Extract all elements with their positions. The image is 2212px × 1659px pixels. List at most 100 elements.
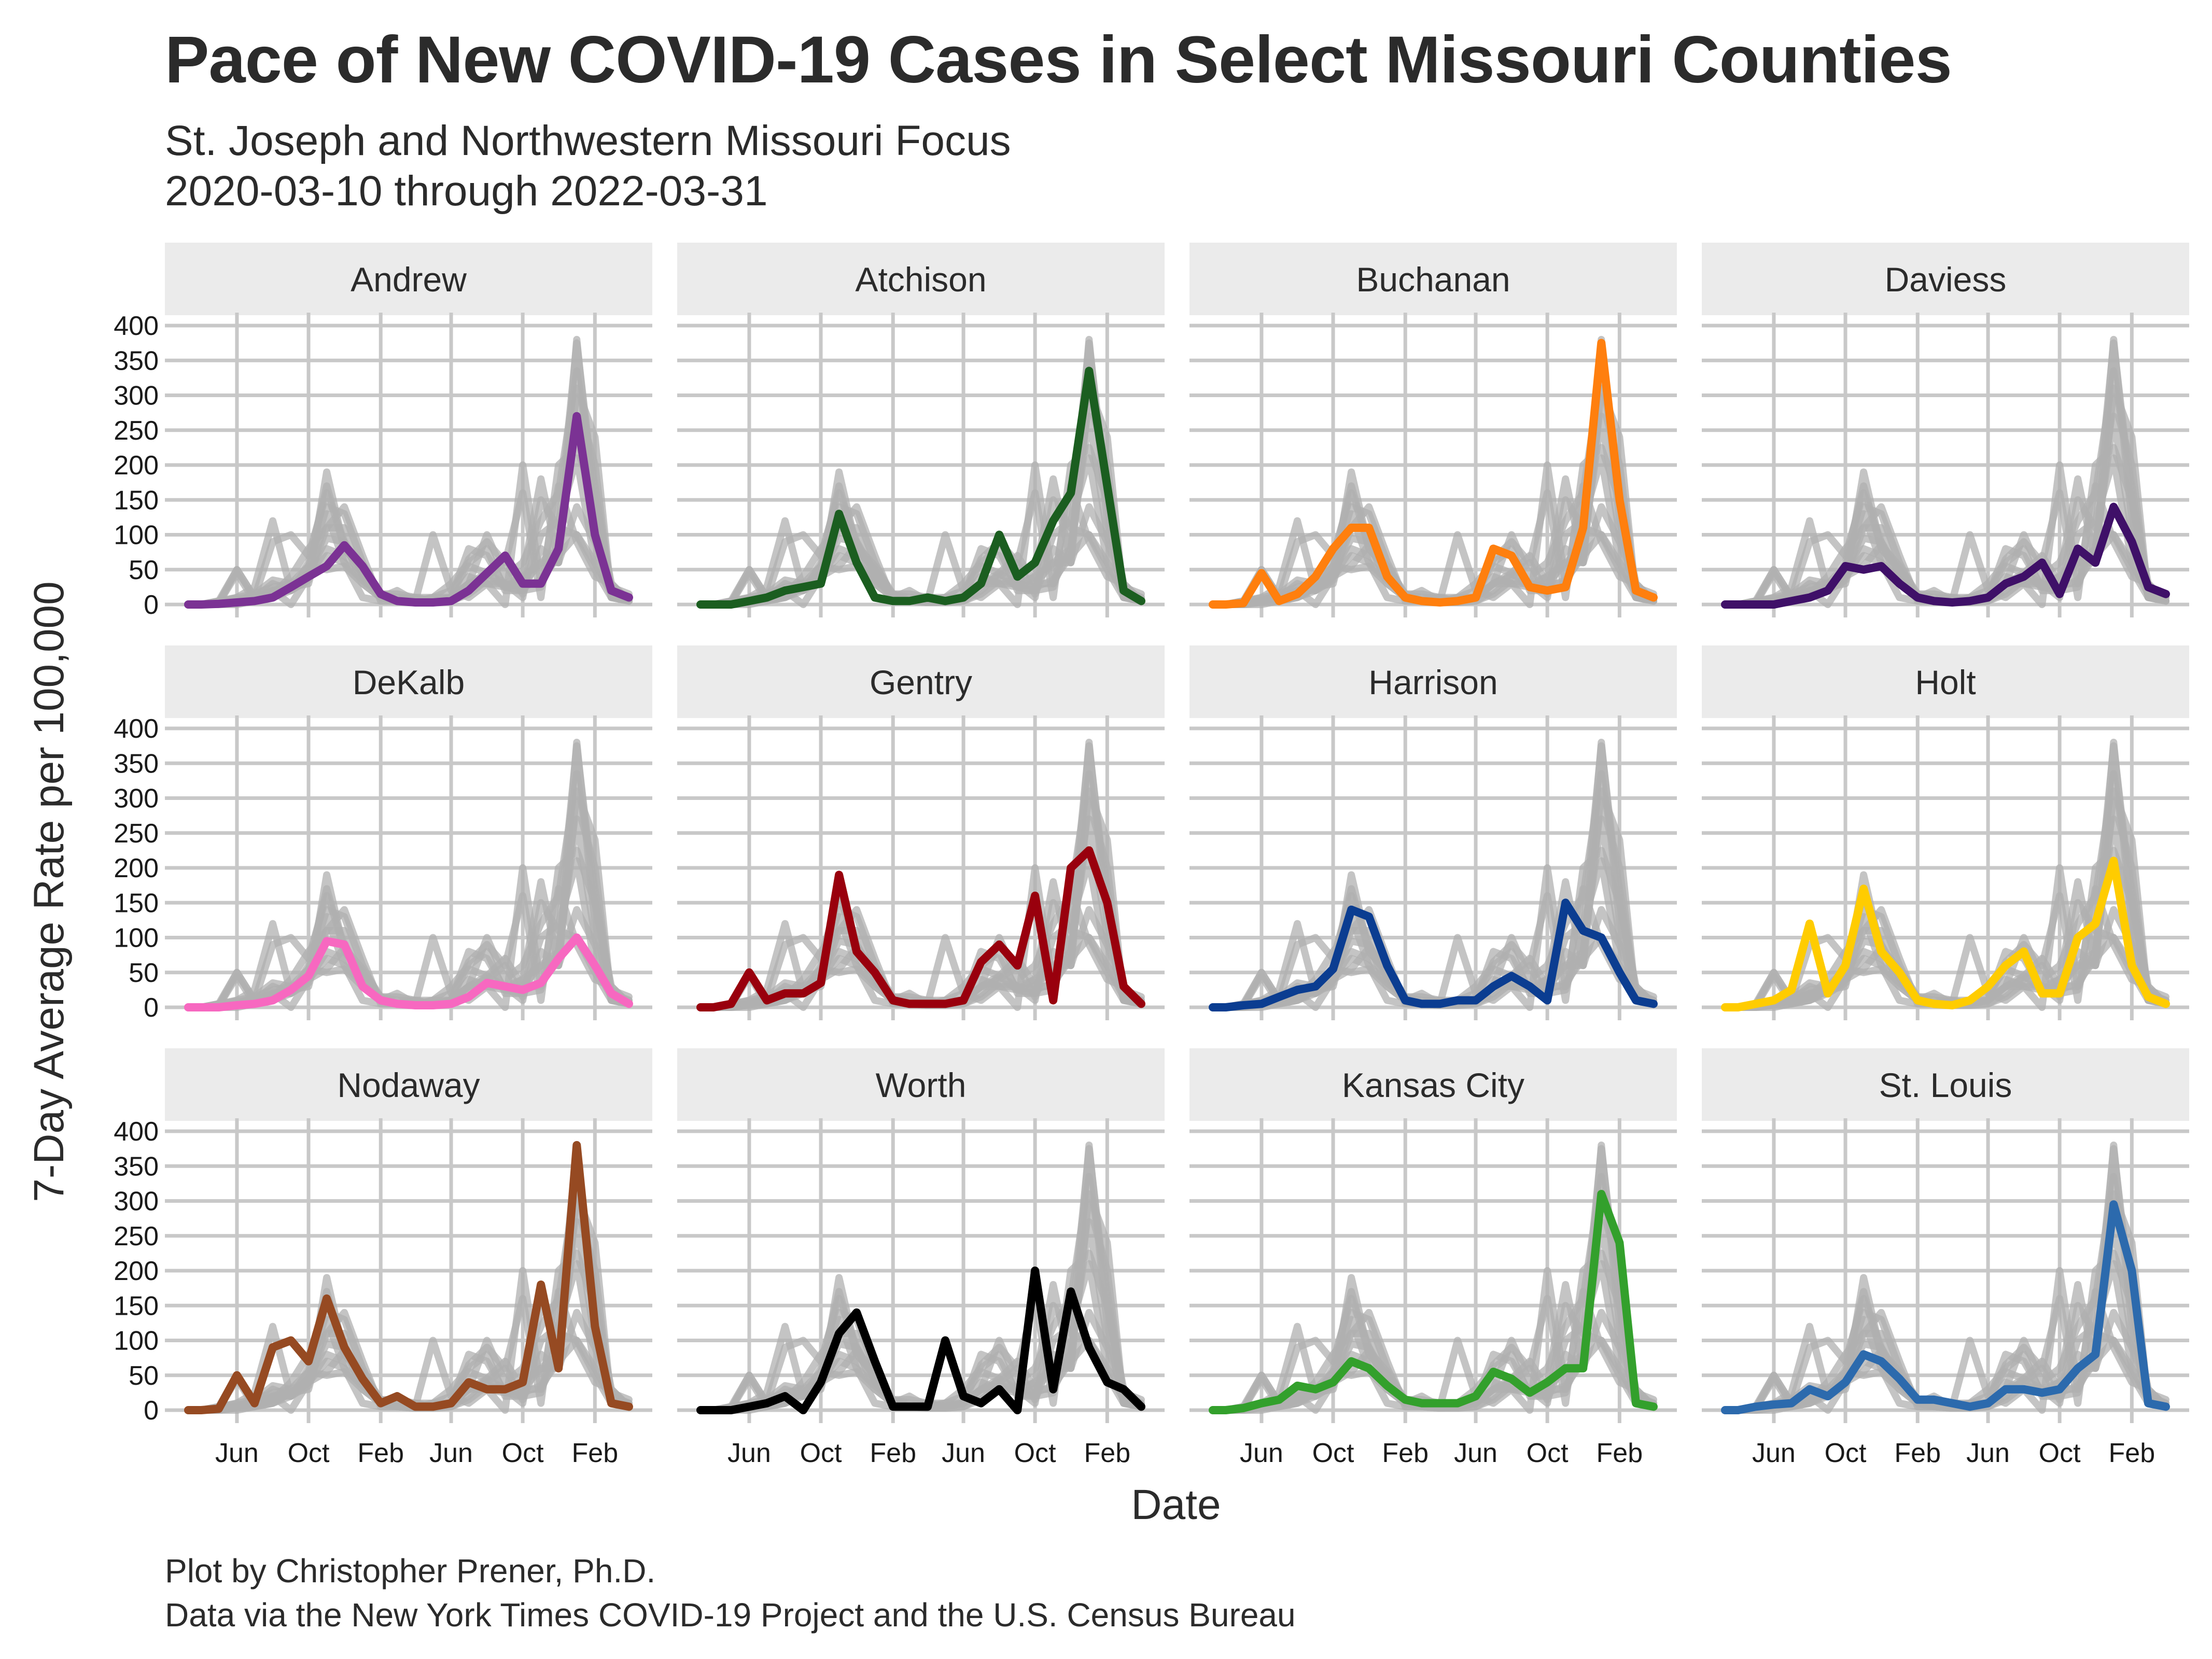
facet-strip-label: Atchison	[855, 260, 986, 299]
facet-strip-label: Andrew	[351, 260, 467, 299]
background-series-st-louis	[1721, 395, 2169, 608]
y-tick-label: 400	[114, 311, 159, 341]
y-tick-label: 50	[129, 555, 159, 585]
y-tick-label: 150	[114, 485, 159, 515]
x-tick-label: Feb	[2109, 1438, 2155, 1468]
x-tick-label: Oct	[1312, 1438, 1354, 1468]
y-tick-label: 100	[114, 1326, 159, 1356]
facet-strip-label: Nodaway	[337, 1066, 480, 1104]
facet-strip-label: Kansas City	[1342, 1066, 1524, 1104]
highlight-series-daviess	[1721, 502, 2170, 609]
chart-subtitle-line2: 2020-03-10 through 2022-03-31	[165, 167, 768, 215]
highlight-series-worth	[696, 1267, 1145, 1414]
panel-atchison: Atchison	[677, 243, 1165, 617]
y-tick-label: 200	[114, 853, 159, 883]
y-tick-label: 0	[144, 993, 159, 1023]
x-tick-label: Oct	[288, 1438, 330, 1468]
background-series-nodaway	[185, 335, 633, 608]
x-tick-label: Jun	[1966, 1438, 2010, 1468]
facet-strip-label: Gentry	[870, 663, 972, 701]
y-tick-label: 200	[114, 451, 159, 481]
x-tick-label: Feb	[357, 1438, 404, 1468]
y-tick-label: 0	[144, 1396, 159, 1426]
x-tick-label: Feb	[1597, 1438, 1643, 1468]
highlight-series-gentry	[696, 846, 1145, 1011]
y-tick-label: 250	[114, 819, 159, 849]
panel-harrison: Harrison	[1189, 645, 1677, 1020]
highlight-series-buchanan	[1209, 339, 1658, 609]
background-series-st-louis	[1721, 798, 2169, 1011]
x-tick-label: Feb	[572, 1438, 619, 1468]
y-tick-label: 350	[114, 749, 159, 779]
x-tick-label: Jun	[942, 1438, 985, 1468]
facet-strip-label: DeKalb	[353, 663, 465, 701]
background-series-nodaway	[697, 1141, 1145, 1414]
y-tick-label: 100	[114, 923, 159, 953]
facet-strip-label: Daviess	[1885, 260, 2007, 299]
x-tick-label: Jun	[215, 1438, 259, 1468]
x-tick-label: Oct	[1825, 1438, 1867, 1468]
background-series-nodaway	[185, 738, 633, 1011]
y-tick-label: 150	[114, 1291, 159, 1321]
y-axis-title: 7-Day Average Rate per 100,000	[25, 581, 73, 1202]
highlight-series-st-louis	[1721, 1200, 2170, 1414]
y-tick-label: 300	[114, 784, 159, 814]
x-tick-label: Jun	[1752, 1438, 1796, 1468]
facet-strip	[165, 1048, 652, 1121]
y-tick-label: 100	[114, 521, 159, 551]
panel-daviess: Daviess	[1702, 243, 2189, 617]
facet-strip-label: Holt	[1915, 663, 1976, 701]
facet-strip	[1702, 243, 2189, 315]
background-series-nodaway	[1721, 738, 2169, 1011]
x-tick-label: Jun	[429, 1438, 473, 1468]
x-tick-label: Oct	[1014, 1438, 1056, 1468]
facet-strip	[1189, 1048, 1677, 1121]
panel-gentry: Gentry	[677, 645, 1165, 1020]
facet-panels: Andrew 0 50 100 150 200 250 300 350 400 Atchison Bu…	[114, 243, 2189, 1468]
x-tick-label: Feb	[1894, 1438, 1941, 1468]
panel-nodaway: Nodaway 0 50 100 150 200 250 300 350 400 Jun Oct Feb…	[114, 1048, 652, 1468]
highlight-series-holt	[1721, 856, 2170, 1011]
y-tick-label: 350	[114, 346, 159, 376]
background-series-nodaway	[1209, 738, 1657, 1011]
caption-author: Plot by Christopher Prener, Ph.D.	[165, 1552, 656, 1590]
x-tick-label: Feb	[870, 1438, 916, 1468]
facet-strip-label: Harrison	[1368, 663, 1497, 701]
x-tick-label: Jun	[727, 1438, 771, 1468]
facet-strip-label: Worth	[876, 1066, 967, 1104]
highlight-series-atchison	[696, 367, 1145, 609]
panel-holt: Holt	[1702, 645, 2189, 1020]
x-tick-label: Feb	[1382, 1438, 1429, 1468]
x-tick-label: Oct	[502, 1438, 544, 1468]
panel-andrew: Andrew 0 50 100 150 200 250 300 350 400	[114, 243, 652, 620]
panel-worth: Worth Jun Oct Feb Jun Oct Feb	[677, 1048, 1165, 1468]
y-tick-label: 250	[114, 1221, 159, 1252]
panel-dekalb: DeKalb 0 50 100 150 200 250 300 350 400	[114, 645, 652, 1023]
background-series-nodaway	[1721, 335, 2169, 608]
highlight-series-kansas-city	[1209, 1190, 1658, 1414]
x-tick-label: Jun	[1454, 1438, 1497, 1468]
y-tick-label: 400	[114, 714, 159, 744]
facet-strip	[1189, 645, 1677, 718]
highlight-series-nodaway	[184, 1141, 633, 1414]
y-tick-label: 0	[144, 590, 159, 620]
panel-st-louis: St. Louis Jun Oct Feb Jun Oct Feb	[1702, 1048, 2189, 1468]
facet-strip	[165, 645, 652, 718]
chart-title: Pace of New COVID-19 Cases in Select Mis…	[165, 23, 1952, 97]
y-tick-label: 150	[114, 888, 159, 918]
caption-source: Data via the New York Times COVID-19 Pro…	[165, 1596, 1296, 1634]
y-tick-label: 300	[114, 381, 159, 411]
y-tick-label: 250	[114, 416, 159, 446]
facet-strip	[1189, 243, 1677, 315]
highlight-series-andrew	[184, 412, 633, 609]
y-tick-label: 50	[129, 958, 159, 988]
facet-strip-label: Buchanan	[1356, 260, 1510, 299]
x-tick-label: Oct	[1527, 1438, 1569, 1468]
y-tick-label: 200	[114, 1256, 159, 1286]
facet-strip	[165, 243, 652, 315]
y-tick-label: 350	[114, 1151, 159, 1182]
facet-strip	[1702, 1048, 2189, 1121]
y-tick-label: 400	[114, 1117, 159, 1147]
facet-strip	[1702, 645, 2189, 718]
